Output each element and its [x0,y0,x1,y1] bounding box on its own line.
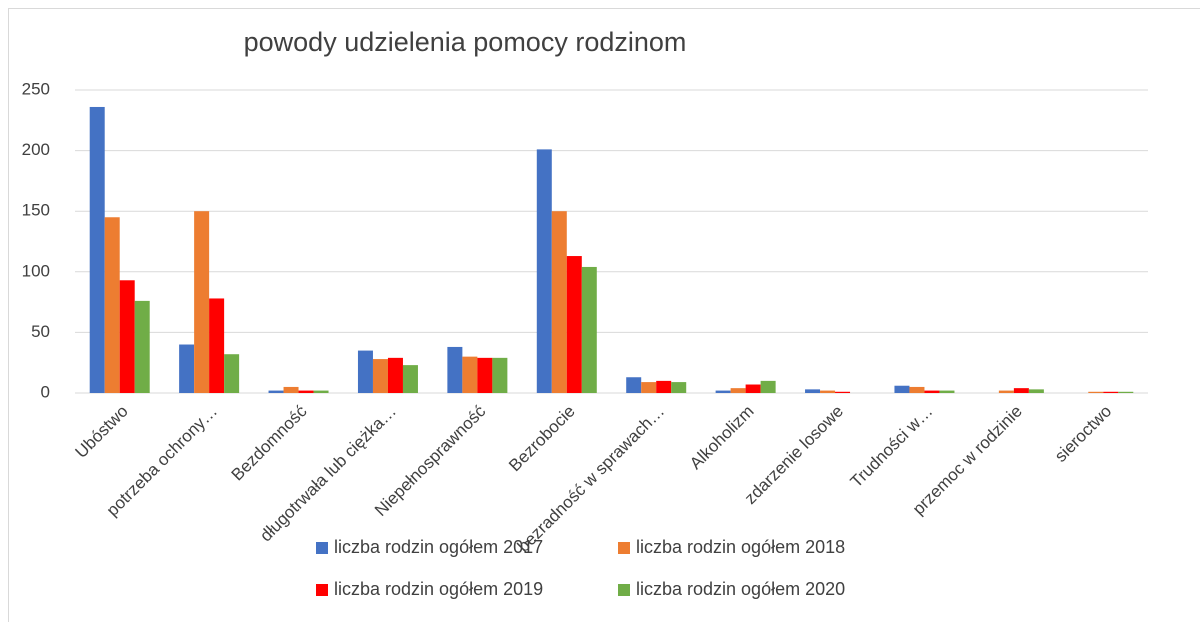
bar [1014,388,1029,393]
legend-swatch [316,584,328,596]
bar [209,298,224,393]
bar [224,354,239,393]
bar [492,358,507,393]
bar [567,256,582,393]
bar [939,391,954,393]
bar [105,217,120,393]
x-tick-label: Ubóstwo [72,402,132,462]
bar [284,387,299,393]
bar [671,382,686,393]
bar [179,345,194,393]
chart-title: powody udzielenia pomocy rodzinom [244,27,687,57]
bar [269,391,284,393]
bar [761,381,776,393]
bar [999,391,1014,393]
bar [582,267,597,393]
bar [462,357,477,393]
bar [388,358,403,393]
legend-label: liczba rodzin ogółem 2017 [334,537,543,557]
x-tick-label: bezradność w sprawach… [514,402,668,556]
x-tick-label: Bezrobocie [505,402,579,476]
bar [731,388,746,393]
bar [1118,392,1133,393]
legend-label: liczba rodzin ogółem 2020 [636,579,845,599]
bar [194,211,209,393]
x-tick-label: zdarzenie losowe [741,402,847,508]
bar [552,211,567,393]
x-tick-label: sieroctwo [1051,402,1115,466]
bar [447,347,462,393]
y-tick-label: 50 [31,322,50,341]
bar [537,149,552,393]
y-tick-label: 250 [22,79,50,98]
legend-label: liczba rodzin ogółem 2019 [334,579,543,599]
bar [641,382,656,393]
y-tick-label: 150 [22,201,50,220]
bar [626,377,641,393]
bar [1103,392,1118,393]
bar [1088,392,1103,393]
bar [477,358,492,393]
bar [835,392,850,393]
y-tick-label: 0 [41,382,50,401]
x-tick-label: Alkoholizm [686,402,758,474]
bar [805,389,820,393]
bar [656,381,671,393]
bar [746,385,761,393]
bar [120,280,135,393]
bar [924,391,939,393]
bar [820,391,835,393]
bar [314,391,329,393]
bar [135,301,150,393]
bar [403,365,418,393]
bar [716,391,731,393]
bar [358,351,373,393]
y-tick-label: 200 [22,140,50,159]
y-tick-label: 100 [22,261,50,280]
legend-swatch [316,542,328,554]
legend-swatch [618,584,630,596]
bar [90,107,105,393]
legend-swatch [618,542,630,554]
bar [894,386,909,393]
bar [373,359,388,393]
legend-label: liczba rodzin ogółem 2018 [636,537,845,557]
x-tick-label: Bezdomność [228,401,311,484]
bar [299,391,314,393]
bar [909,387,924,393]
bar [1029,389,1044,393]
x-tick-label: Trudności w… [847,402,937,492]
chart-border [9,9,1200,623]
